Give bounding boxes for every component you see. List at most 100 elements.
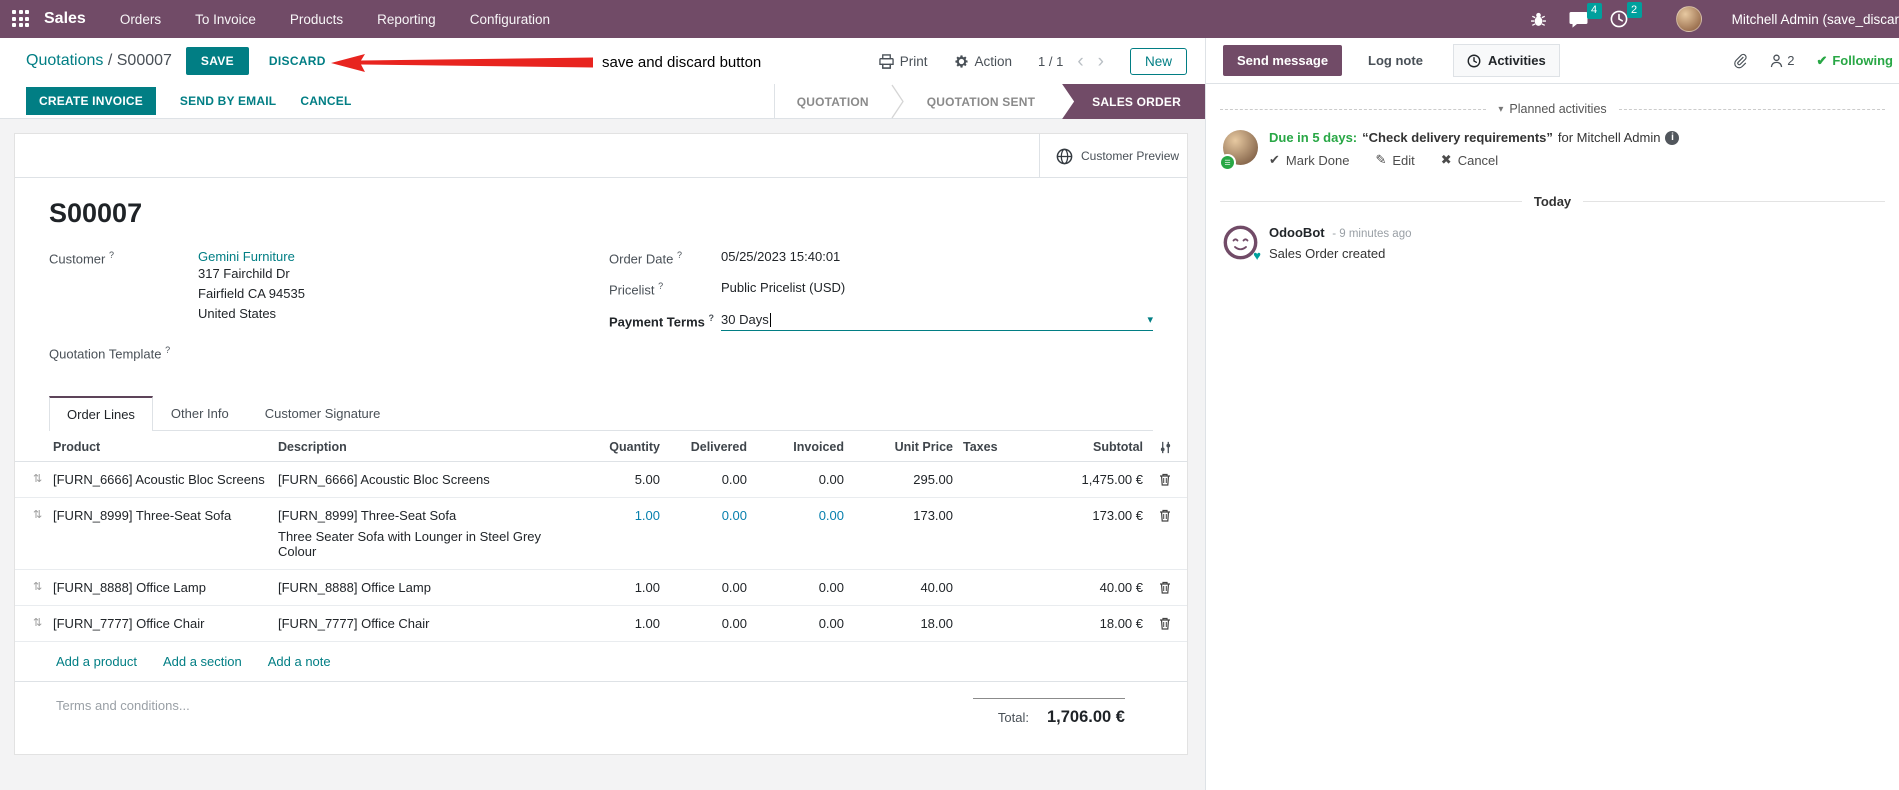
drag-handle-icon[interactable]: ⇅	[33, 617, 43, 630]
mark-done-button[interactable]: ✔ Mark Done	[1269, 152, 1350, 168]
menu-to-invoice[interactable]: To Invoice	[195, 11, 256, 27]
add-product-link[interactable]: Add a product	[56, 654, 137, 670]
tab-order-lines[interactable]: Order Lines	[49, 396, 153, 432]
cell-unit-price[interactable]: 40.00	[920, 580, 953, 596]
menu-reporting[interactable]: Reporting	[377, 11, 436, 27]
menu-products[interactable]: Products	[289, 11, 344, 27]
activities-button[interactable]: Activities	[1452, 44, 1560, 77]
cell-quantity[interactable]: 1.00	[634, 580, 660, 596]
save-button[interactable]: SAVE	[185, 47, 249, 75]
cell-unit-price[interactable]: 295.00	[913, 472, 953, 488]
new-button[interactable]: New	[1129, 47, 1187, 75]
add-note-link[interactable]: Add a note	[267, 654, 331, 670]
menu-configuration[interactable]: Configuration	[469, 11, 551, 27]
cancel-activity-button[interactable]: ✖ Cancel	[1440, 152, 1499, 168]
user-avatar[interactable]	[1675, 6, 1702, 32]
terms-and-conditions-field[interactable]: Terms and conditions...	[56, 698, 190, 714]
delete-row-icon[interactable]	[1159, 617, 1171, 630]
stage-sales-order[interactable]: SALES ORDER	[1062, 84, 1205, 119]
tab-customer-signature[interactable]: Customer Signature	[264, 406, 381, 422]
stage-quotation-sent[interactable]: QUOTATION SENT	[926, 94, 1036, 109]
cell-product[interactable]: [FURN_8999] Three-Seat Sofa	[53, 508, 232, 524]
cell-description[interactable]: [FURN_8888] Office Lamp	[278, 580, 431, 596]
delete-row-icon[interactable]	[1159, 509, 1171, 522]
debug-bug-icon[interactable]	[1530, 11, 1547, 28]
print-button[interactable]: Print	[879, 54, 928, 69]
menu-orders[interactable]: Orders	[119, 11, 162, 27]
cell-product[interactable]: [FURN_7777] Office Chair	[53, 616, 205, 632]
message-author[interactable]: OdooBot	[1269, 225, 1325, 240]
cell-quantity[interactable]: 1.00	[634, 508, 660, 524]
cell-description[interactable]: [FURN_8999] Three-Seat Sofa Three Seater…	[278, 508, 542, 560]
cell-delivered[interactable]: 0.00	[721, 616, 747, 632]
send-by-email-button[interactable]: SEND BY EMAIL	[179, 94, 277, 108]
log-note-button[interactable]: Log note	[1368, 53, 1423, 68]
cell-quantity[interactable]: 5.00	[634, 472, 660, 488]
cell-invoiced[interactable]: 0.00	[818, 508, 844, 524]
create-invoice-button[interactable]: CREATE INVOICE	[26, 87, 156, 115]
col-taxes[interactable]: Taxes	[963, 440, 998, 455]
col-quantity[interactable]: Quantity	[609, 440, 660, 455]
edit-activity-button[interactable]: ✎ Edit	[1375, 152, 1415, 168]
following-button[interactable]: ✔ Following	[1816, 53, 1893, 69]
cell-delivered[interactable]: 0.00	[721, 472, 747, 488]
attachment-icon[interactable]	[1733, 53, 1748, 69]
app-name[interactable]: Sales	[44, 10, 86, 27]
stage-quotation[interactable]: QUOTATION	[796, 94, 869, 109]
drag-handle-icon[interactable]: ⇅	[33, 509, 43, 522]
cell-unit-price[interactable]: 18.00	[920, 616, 953, 632]
followers-button[interactable]: 2	[1770, 53, 1794, 68]
top-navbar: Sales Orders To Invoice Products Reporti…	[0, 0, 1899, 38]
cell-invoiced[interactable]: 0.00	[818, 616, 844, 632]
activities-badge: 2	[1626, 2, 1642, 18]
messages-icon[interactable]: 4	[1569, 2, 1602, 28]
delete-row-icon[interactable]	[1159, 581, 1171, 594]
odoobot-avatar: ♥	[1223, 225, 1261, 263]
cell-invoiced[interactable]: 0.00	[818, 580, 844, 596]
cell-product[interactable]: [FURN_6666] Acoustic Bloc Screens	[53, 472, 265, 488]
quotation-template-field[interactable]	[198, 344, 609, 361]
optional-columns-icon[interactable]	[1159, 441, 1172, 454]
col-subtotal[interactable]: Subtotal	[1093, 440, 1143, 455]
help-marker: ?	[676, 250, 682, 260]
printer-icon	[879, 53, 894, 69]
cell-delivered[interactable]: 0.00	[721, 508, 747, 524]
drag-handle-icon[interactable]: ⇅	[33, 473, 43, 486]
planned-activities-toggle[interactable]: ▾ Planned activities	[1498, 102, 1607, 116]
pager-next-icon[interactable]: ›	[1097, 50, 1104, 72]
tab-other-info[interactable]: Other Info	[170, 406, 229, 422]
info-icon[interactable]: i	[1665, 130, 1680, 145]
add-section-link[interactable]: Add a section	[162, 654, 242, 670]
pricelist-field[interactable]: Public Pricelist (USD)	[721, 280, 846, 296]
col-product[interactable]: Product	[53, 440, 101, 455]
cell-quantity[interactable]: 1.00	[634, 616, 660, 632]
order-date-field[interactable]: 05/25/2023 15:40:01	[721, 249, 841, 264]
cell-invoiced[interactable]: 0.00	[818, 472, 844, 488]
col-delivered[interactable]: Delivered	[690, 440, 747, 455]
cell-description[interactable]: [FURN_7777] Office Chair	[278, 616, 430, 632]
discard-button[interactable]: DISCARD	[268, 54, 326, 68]
dropdown-caret-icon[interactable]: ▾	[1147, 313, 1153, 326]
send-message-button[interactable]: Send message	[1223, 45, 1343, 76]
col-unit-price[interactable]: Unit Price	[894, 440, 953, 455]
user-name[interactable]: Mitchell Admin (save_discar	[1731, 11, 1899, 27]
cell-product[interactable]: [FURN_8888] Office Lamp	[53, 580, 206, 596]
pager-previous-icon[interactable]: ‹	[1077, 50, 1084, 72]
payment-terms-input[interactable]: 30 Days ▾	[721, 312, 1153, 332]
activities-clock-icon[interactable]: 2	[1610, 2, 1642, 28]
breadcrumb-quotations[interactable]: Quotations	[26, 52, 104, 69]
action-label: Action	[974, 53, 1013, 69]
delete-row-icon[interactable]	[1159, 473, 1171, 486]
customer-preview-button[interactable]: Customer Preview	[1039, 134, 1187, 178]
cell-delivered[interactable]: 0.00	[721, 580, 747, 596]
col-invoiced[interactable]: Invoiced	[793, 440, 844, 455]
col-description[interactable]: Description	[278, 440, 347, 455]
action-button[interactable]: Action	[954, 53, 1013, 69]
apps-menu-icon[interactable]	[12, 10, 30, 28]
cell-description[interactable]: [FURN_6666] Acoustic Bloc Screens	[278, 472, 490, 488]
cell-unit-price[interactable]: 173.00	[913, 508, 953, 524]
pencil-icon: ✎	[1375, 152, 1387, 167]
drag-handle-icon[interactable]: ⇅	[33, 581, 43, 594]
customer-link[interactable]: Gemini Furniture	[198, 249, 295, 264]
cancel-button[interactable]: CANCEL	[300, 94, 352, 108]
